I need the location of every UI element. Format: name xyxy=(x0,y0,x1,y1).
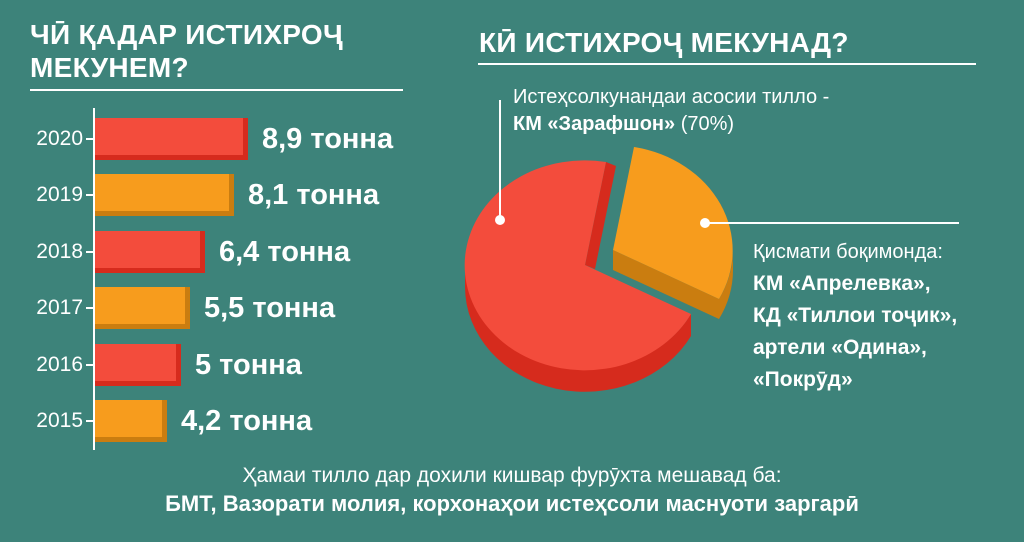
leader-line-orange xyxy=(709,222,959,224)
bar-2018 xyxy=(95,231,205,273)
remainder-heading: Қисмати боқимонда: xyxy=(753,241,943,263)
footer-line1: Ҳамаи тилло дар дохили кишвар фурӯхта ме… xyxy=(242,464,782,487)
pie-orange-rim xyxy=(719,250,733,319)
pie-red-cut-face xyxy=(585,162,616,269)
bar-value-label: 4,2 тонна xyxy=(181,405,313,437)
axis-tick xyxy=(86,194,93,196)
axis-tick xyxy=(86,138,93,140)
footer-line2: БМТ, Вазорати молия, корхонаҳои истеҳсол… xyxy=(165,491,859,516)
year-label: 2020 xyxy=(36,127,83,150)
bar-2015 xyxy=(95,400,167,442)
leader-dot-orange xyxy=(700,218,710,228)
remainder-item: КД «Тиллои тоҷик», xyxy=(753,304,958,327)
bar-row-2020: 2020 8,9 тонна xyxy=(30,118,470,160)
pie-label-main-producer: Истеҳсолкунандаи асосии тилло - КМ «Зара… xyxy=(513,84,829,138)
main-producer-line2: КМ «Зарафшон» (70%) xyxy=(513,111,829,138)
left-chart-title: ЧӢ ҚАДАР ИСТИХРОҶ МЕКУНЕМ? xyxy=(30,19,343,84)
pie-red-rim xyxy=(465,265,691,392)
bar-row-2016: 2016 5 тонна xyxy=(30,344,470,386)
axis-tick xyxy=(86,420,93,422)
year-label: 2016 xyxy=(36,353,83,376)
bar-row-2019: 2019 8,1 тонна xyxy=(30,174,470,216)
left-title-underline xyxy=(30,89,403,91)
leader-dot-red xyxy=(495,215,505,225)
bar-2020 xyxy=(95,118,248,160)
right-title-underline xyxy=(478,63,976,65)
main-producer-percent: (70%) xyxy=(675,113,735,135)
remainder-item: артели «Одина», xyxy=(753,336,927,359)
main-producer-line1: Истеҳсолкунандаи асосии тилло - xyxy=(513,86,830,108)
bar-value-label: 5,5 тонна xyxy=(204,292,336,324)
year-label: 2019 xyxy=(36,183,83,206)
axis-tick xyxy=(86,364,93,366)
remainder-item: КМ «Апрелевка», xyxy=(753,272,931,295)
leader-line-red xyxy=(499,100,501,217)
axis-tick xyxy=(86,307,93,309)
pie-orange-cut-face xyxy=(613,250,719,319)
pie-chart xyxy=(464,147,733,392)
pie-slice-remainder xyxy=(613,147,733,299)
bar-2016 xyxy=(95,344,181,386)
year-label: 2017 xyxy=(36,296,83,319)
bar-row-2018: 2018 6,4 тонна xyxy=(30,231,470,273)
bar-2019 xyxy=(95,174,234,216)
pie-label-remainder: Қисмати боқимонда: КМ «Апрелевка», КД «Т… xyxy=(753,236,957,396)
bar-value-label: 8,1 тонна xyxy=(248,179,380,211)
right-chart-title: КӢ ИСТИХРОҶ МЕКУНАД? xyxy=(479,27,849,58)
bar-chart: 2020 8,9 тонна 2019 8,1 тонна 2018 6,4 т… xyxy=(30,108,470,460)
remainder-item: «Покрӯд» xyxy=(753,368,853,391)
bar-2017 xyxy=(95,287,190,329)
year-label: 2015 xyxy=(36,409,83,432)
bar-value-label: 6,4 тонна xyxy=(219,236,351,268)
bar-row-2015: 2015 4,2 тонна xyxy=(30,400,470,442)
bar-chart-axis xyxy=(93,108,95,450)
main-producer-name: КМ «Зарафшон» xyxy=(513,113,676,135)
axis-tick xyxy=(86,251,93,253)
bar-row-2017: 2017 5,5 тонна xyxy=(30,287,470,329)
bar-value-label: 8,9 тонна xyxy=(262,123,394,155)
bar-value-label: 5 тонна xyxy=(195,349,302,381)
footer-note: Ҳамаи тилло дар дохили кишвар фурӯхта ме… xyxy=(0,462,1024,518)
year-label: 2018 xyxy=(36,240,83,263)
pie-slice-zarafshon xyxy=(464,160,691,371)
